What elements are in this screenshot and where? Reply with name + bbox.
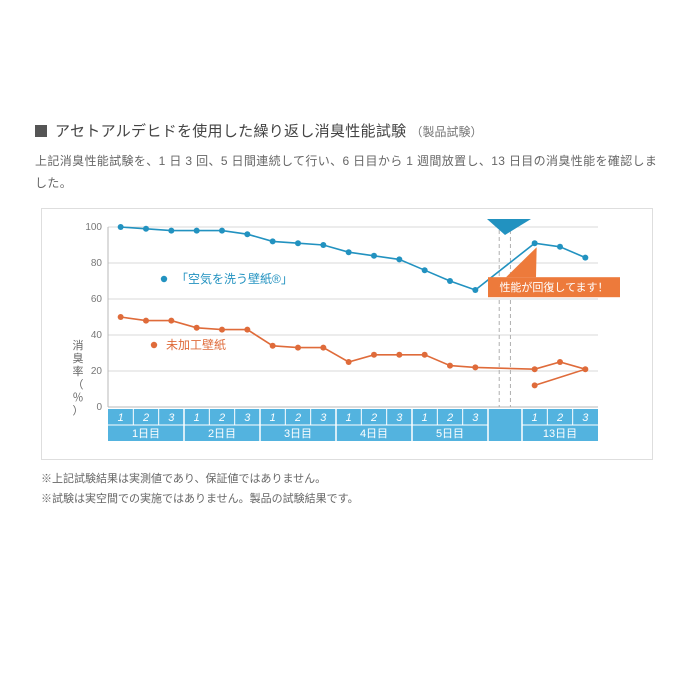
svg-text:1: 1 [118, 412, 124, 424]
footnotes: ※上記試験結果は実測値であり、保証値ではありません。 ※試験は実空間での実施では… [41, 470, 665, 510]
heading-bullet [35, 125, 47, 137]
svg-text:2: 2 [294, 412, 301, 424]
svg-text:未加工壁紙: 未加工壁紙 [166, 337, 226, 352]
footnote-2: ※試験は実空間での実施ではありません。製品の試験結果です。 [41, 490, 665, 510]
svg-text:（: （ [73, 378, 84, 391]
svg-text:「空気を洗う壁紙®」: 「空気を洗う壁紙®」 [176, 271, 293, 286]
svg-text:率: 率 [73, 364, 84, 378]
svg-text:消: 消 [73, 338, 84, 352]
heading-main: アセトアルデヒドを使用した繰り返し消臭性能試験 [55, 120, 406, 141]
svg-text:2: 2 [556, 412, 563, 424]
svg-text:80: 80 [91, 258, 103, 269]
svg-text:性能が回復してます！: 性能が回復してます！ [499, 280, 608, 294]
svg-text:13日目: 13日目 [543, 428, 577, 440]
svg-text:2: 2 [370, 412, 377, 424]
svg-text:3: 3 [168, 412, 175, 424]
chart-container: 0204060801001231日目1232日目1233日目1234日目1235… [41, 208, 653, 460]
svg-text:1: 1 [532, 412, 538, 424]
description: 上記消臭性能試験を、1 日 3 回、5 日間連続して行い、6 日目から 1 週間… [35, 151, 665, 194]
svg-text:5日目: 5日目 [436, 428, 464, 440]
svg-text:2日目: 2日目 [208, 428, 236, 440]
svg-text:2: 2 [218, 412, 225, 424]
svg-text:1: 1 [270, 412, 276, 424]
svg-text:臭: 臭 [73, 351, 84, 365]
svg-text:1日目: 1日目 [132, 428, 160, 440]
svg-text:3: 3 [396, 412, 403, 424]
svg-text:3: 3 [472, 412, 479, 424]
heading: アセトアルデヒドを使用した繰り返し消臭性能試験 （製品試験） [35, 120, 665, 141]
svg-text:1: 1 [194, 412, 200, 424]
svg-text:2: 2 [446, 412, 453, 424]
svg-text:60: 60 [91, 294, 103, 305]
svg-text:1: 1 [422, 412, 428, 424]
heading-sub: （製品試験） [410, 123, 482, 140]
svg-text:3: 3 [244, 412, 251, 424]
svg-text:20: 20 [91, 366, 103, 377]
svg-text:40: 40 [91, 330, 103, 341]
svg-text:3: 3 [582, 412, 589, 424]
svg-text:0: 0 [96, 402, 102, 413]
footnote-1: ※上記試験結果は実測値であり、保証値ではありません。 [41, 470, 665, 490]
svg-text:100: 100 [85, 222, 102, 233]
svg-text:2: 2 [142, 412, 149, 424]
svg-text:3日目: 3日目 [284, 428, 312, 440]
svg-text:1: 1 [346, 412, 352, 424]
deodorization-chart: 0204060801001231日目1232日目1233日目1234日目1235… [64, 219, 624, 459]
svg-text:）: ） [73, 404, 84, 417]
svg-text:％: ％ [73, 392, 84, 404]
svg-text:4日目: 4日目 [360, 428, 388, 440]
svg-text:3: 3 [320, 412, 327, 424]
